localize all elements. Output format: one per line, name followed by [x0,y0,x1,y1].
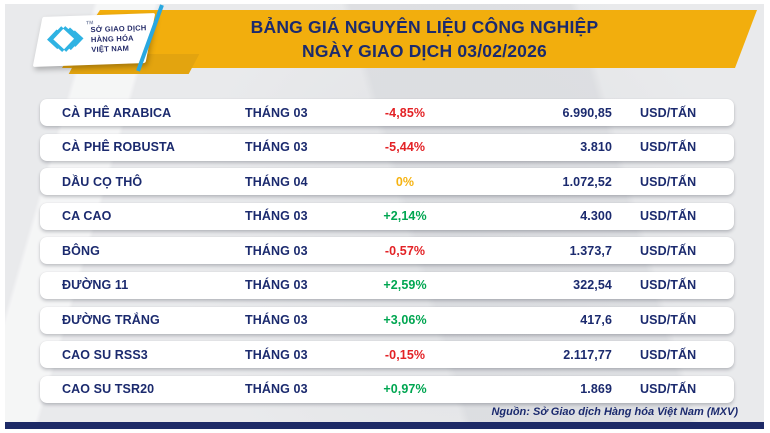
commodity-name: BÔNG [62,243,100,258]
table-row: CAO SU TSR20 THÁNG 03 +0,97% 1.869 USD/T… [40,375,734,403]
price-unit: USD/TẤN [640,209,697,224]
percent-change: +2,14% [383,209,427,224]
table-row: CÀ PHÊ ARABICA THÁNG 03 -4,85% 6.990,85 … [40,99,734,126]
price-unit: USD/TẤN [640,174,697,189]
price-value: 1.869 [580,382,612,397]
percent-change: +0,97% [383,382,427,397]
mxv-org-name: SỞ GIAO DỊCH HÀNG HÓA VIỆT NAM [90,24,147,55]
percent-change: -4,85% [384,105,426,120]
percent-change: -0,15% [384,347,426,362]
contract-month: THÁNG 04 [245,174,308,189]
table-row: BÔNG THÁNG 03 -0,57% 1.373,7 USD/TẤN [40,237,734,265]
price-unit: USD/TẤN [640,105,697,120]
price-unit: USD/TẤN [640,243,697,258]
bottom-navy-bar [5,422,764,429]
percent-change: 0% [395,174,415,189]
contract-month: THÁNG 03 [245,347,308,362]
mxv-org-line3: VIỆT NAM [91,43,130,54]
price-value: 1.072,52 [562,174,612,189]
price-value: 4.300 [580,209,612,224]
price-value: 417,6 [580,313,612,328]
commodity-name: CAO SU TSR20 [62,382,155,397]
contract-month: THÁNG 03 [245,382,308,397]
table-row: CAO SU RSS3 THÁNG 03 -0,15% 2.117,77 USD… [40,341,734,369]
contract-month: THÁNG 03 [245,278,308,293]
table-row: CA CAO THÁNG 03 +2,14% 4.300 USD/TẤN [40,202,734,230]
contract-month: THÁNG 03 [245,313,308,328]
commodity-name: CÀ PHÊ ROBUSTA [62,140,175,155]
percent-change: +3,06% [383,313,427,328]
table-row: ĐƯỜNG 11 THÁNG 03 +2,59% 322,54 USD/TẤN [40,271,734,299]
commodity-name: CÀ PHÊ ARABICA [62,105,172,120]
price-unit: USD/TẤN [640,140,697,155]
table-row: DẦU CỌ THÔ THÁNG 04 0% 1.072,52 USD/TẤN [40,168,734,196]
price-value: 2.117,77 [563,347,612,362]
title-banner: BẢNG GIÁ NGUYÊN LIỆU CÔNG NGHIỆP NGÀY GI… [62,10,757,68]
percent-change: +2,59% [383,278,427,293]
price-value: 3.810 [580,140,612,155]
table-row: CÀ PHÊ ROBUSTA THÁNG 03 -5,44% 3.810 USD… [40,133,734,161]
price-unit: USD/TẤN [640,278,697,293]
mxv-logo: TM SỞ GIAO DỊCH HÀNG HÓA VIỆT NAM [32,13,156,67]
price-value: 322,54 [573,278,612,293]
contract-month: THÁNG 03 [245,243,308,258]
price-unit: USD/TẤN [640,382,697,397]
commodity-name: CA CAO [62,209,112,224]
commodity-name: CAO SU RSS3 [62,347,148,362]
price-value: 6.990,85 [562,105,612,120]
commodity-name: ĐƯỜNG 11 [62,278,129,293]
mxv-chevron-diamond-icon: TM [45,20,93,59]
board-title-line1: BẢNG GIÁ NGUYÊN LIỆU CÔNG NGHIỆP [250,16,599,37]
table-row: ĐƯỜNG TRẮNG THÁNG 03 +3,06% 417,6 USD/TẤ… [40,306,734,334]
source-note: Nguồn: Sở Giao dịch Hàng hóa Việt Nam (M… [491,406,738,418]
board-title-line2: NGÀY GIAO DỊCH 03/02/2026 [302,41,547,61]
contract-month: THÁNG 03 [245,140,308,155]
trademark-symbol: TM [85,19,94,26]
percent-change: -5,44% [384,140,426,155]
price-unit: USD/TẤN [640,313,697,328]
commodity-name: DẦU CỌ THÔ [62,174,143,189]
commodity-name: ĐƯỜNG TRẮNG [62,313,160,328]
contract-month: THÁNG 03 [245,105,308,120]
price-table: CÀ PHÊ ARABICA THÁNG 03 -4,85% 6.990,85 … [40,99,734,410]
contract-month: THÁNG 03 [245,209,308,224]
mxv-org-line2: HÀNG HÓA [90,33,134,45]
price-unit: USD/TẤN [640,347,697,362]
percent-change: -0,57% [384,243,426,258]
price-value: 1.373,7 [569,243,612,258]
mxv-org-line1: SỞ GIAO DỊCH [90,23,147,35]
